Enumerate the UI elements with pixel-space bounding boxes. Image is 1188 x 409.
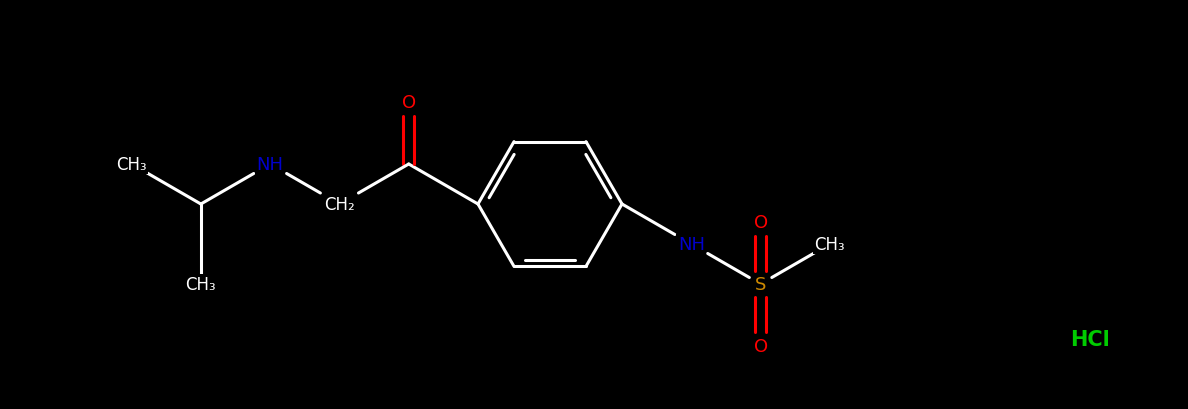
Text: O: O [402, 94, 416, 112]
Text: S: S [754, 275, 766, 293]
Text: NH: NH [678, 236, 704, 254]
Text: O: O [753, 213, 767, 231]
Text: CH₃: CH₃ [116, 155, 147, 173]
Text: CH₃: CH₃ [815, 236, 845, 254]
Text: HCl: HCl [1070, 329, 1110, 349]
Text: O: O [753, 337, 767, 355]
Text: CH₂: CH₂ [324, 196, 355, 213]
Text: CH₃: CH₃ [185, 275, 216, 293]
Text: NH: NH [257, 155, 284, 173]
